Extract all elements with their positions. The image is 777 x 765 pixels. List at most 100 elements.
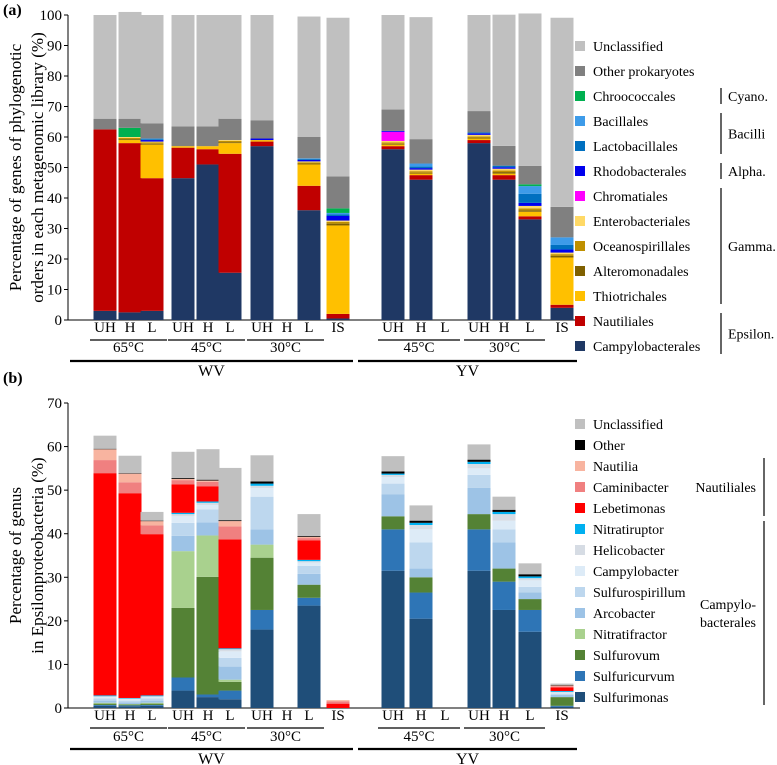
bar-segment-helicobacter [297, 561, 321, 563]
bar-segment-oceanospirillales [381, 142, 405, 144]
bar-segment-sulfuricurvum [297, 597, 321, 606]
bar-segment-sulfuricurvum [409, 592, 433, 619]
bar-segment-alteromonadales [140, 143, 164, 145]
bar-segment-rhodobacterales [250, 138, 274, 141]
bar-segment-sulfuricurvum [518, 609, 542, 632]
bar-segment-thiotrichales [550, 257, 574, 305]
legend-swatch [575, 266, 585, 276]
bar-segment-sulfuricurvum [381, 529, 405, 571]
bar-segment-oceanospirillales [518, 208, 542, 211]
bar-segment-unclassified [93, 15, 117, 119]
bar-segment-sulfurovum [409, 577, 433, 593]
bar-segment-alteromonadales [118, 139, 142, 141]
bar-segment-nitratiruptor [409, 522, 433, 525]
bar-segment-sulfurospirillum [250, 496, 274, 530]
legend-swatch [575, 482, 585, 492]
bar-segment-lactobacillales [550, 244, 574, 250]
bar-segment-campylobacter [171, 516, 195, 523]
legend-label: Bacillales [593, 115, 648, 130]
bar-segment-lebetimonas [218, 539, 242, 649]
bar-segment-helicobacter [492, 514, 516, 521]
y-tick-label: 40 [47, 191, 62, 207]
bar-segment-nautiliales [140, 178, 164, 311]
legend-swatch [575, 291, 585, 301]
legend-swatch [575, 524, 585, 534]
bar-segment-nautiliales [93, 129, 117, 311]
bar-segment-lebetimonas [93, 473, 117, 696]
bar-segment-unclassified [118, 455, 142, 474]
bar-segment-lactobacillales [326, 214, 350, 216]
bar-segment-campylobacterales [250, 146, 274, 320]
bar-segment-thiotrichales [326, 225, 350, 314]
bar-segment-nitratiruptor [118, 697, 142, 699]
bar-segment-enterobacteriales [518, 205, 542, 209]
bar-segment-alteromonadales [326, 223, 350, 226]
y-tick-label: 90 [47, 39, 62, 55]
x-tick-label: L [147, 320, 156, 336]
bar-segment-unclassified [550, 17, 574, 207]
bar-segment-sulfurimonas [218, 699, 242, 708]
bar-segment-helicobacter [518, 578, 542, 581]
y-tick-label: 20 [47, 614, 62, 630]
legend-label: Thiotrichales [593, 290, 667, 305]
bar-segment-unclassified [467, 15, 491, 112]
legend-label: Nitratiruptor [593, 523, 664, 538]
x-tick-label: H [203, 708, 214, 724]
bar-segment-sulfurovum [467, 514, 491, 530]
bar-segment-enterobacteriales [297, 161, 321, 163]
y-tick-label: 10 [47, 283, 62, 299]
legend-label: Lactobacillales [593, 140, 678, 155]
bar-segment-other [467, 459, 491, 462]
bar-segment-chromatiales [381, 131, 405, 141]
legend-label: Campylobacterales [593, 340, 700, 355]
bar-segment-arcobacter [550, 694, 574, 698]
bar-segment-campylobacter [118, 699, 142, 701]
bar-segment-lactobacillales [467, 132, 491, 134]
bar-segment-nautiliales [218, 153, 242, 273]
temperature-group-label: 65°C [113, 340, 144, 356]
bar-segment-lebetimonas [171, 484, 195, 513]
legend-label: Campylobacter [593, 565, 679, 580]
bar-segment-enterobacteriales [218, 140, 242, 141]
legend-swatch [575, 341, 585, 351]
bar-segment-other [196, 479, 220, 481]
legend-swatch [575, 116, 585, 126]
bar-segment-unclassified [467, 444, 491, 460]
bar-segment-thiotrichales [140, 144, 164, 179]
bar-segment-thiotrichales [218, 143, 242, 154]
bar-segment-unclassified [218, 467, 242, 521]
bar-segment-nautiliales [409, 175, 433, 180]
bar-segment-sulfuricurvum [93, 704, 117, 706]
legend-swatch [575, 608, 585, 618]
bar-segment-other-prokaryotes [409, 139, 433, 164]
bar-segment-oceanospirillales [297, 162, 321, 164]
bar-segment-sulfurospirillum [93, 698, 117, 701]
x-tick-label: L [440, 708, 449, 724]
legend-swatch [575, 629, 585, 639]
bar-segment-campylobacter [467, 468, 491, 475]
bar-segment-sulfurovum [218, 681, 242, 691]
bar-segment-thiotrichales [492, 173, 516, 176]
bar-segment-campylobacter [218, 651, 242, 658]
bar-segment-sulfurovum [297, 584, 321, 598]
bar-segment-chroococcales [118, 127, 142, 137]
bar-segment-nitratifractor [196, 535, 220, 577]
bar-segment-caminibacter [297, 538, 321, 541]
x-tick-label: UH [382, 708, 404, 724]
bar-segment-sulfuricurvum [196, 694, 220, 698]
bar-segment-nitratifractor [218, 679, 242, 682]
bar-segment-thiotrichales [118, 140, 142, 144]
bar-segment-helicobacter [550, 691, 574, 693]
y-tick-label: 100 [40, 8, 63, 24]
bar-segment-nautilia [171, 478, 195, 481]
bar-segment-nautiliales [326, 313, 350, 319]
legend-swatch [575, 216, 585, 226]
temperature-group-label: 30°C [489, 340, 520, 356]
bar-segment-unclassified [171, 451, 195, 478]
bar-segment-campylobacter [550, 692, 574, 694]
bar-segment-nitratiruptor [297, 559, 321, 562]
bar-segment-sulfurospirillum [140, 698, 164, 701]
bar-segment-lebetimonas [550, 687, 574, 692]
bar-segment-campylobacterales [518, 219, 542, 320]
bar-segment-nautiliales [171, 147, 195, 179]
